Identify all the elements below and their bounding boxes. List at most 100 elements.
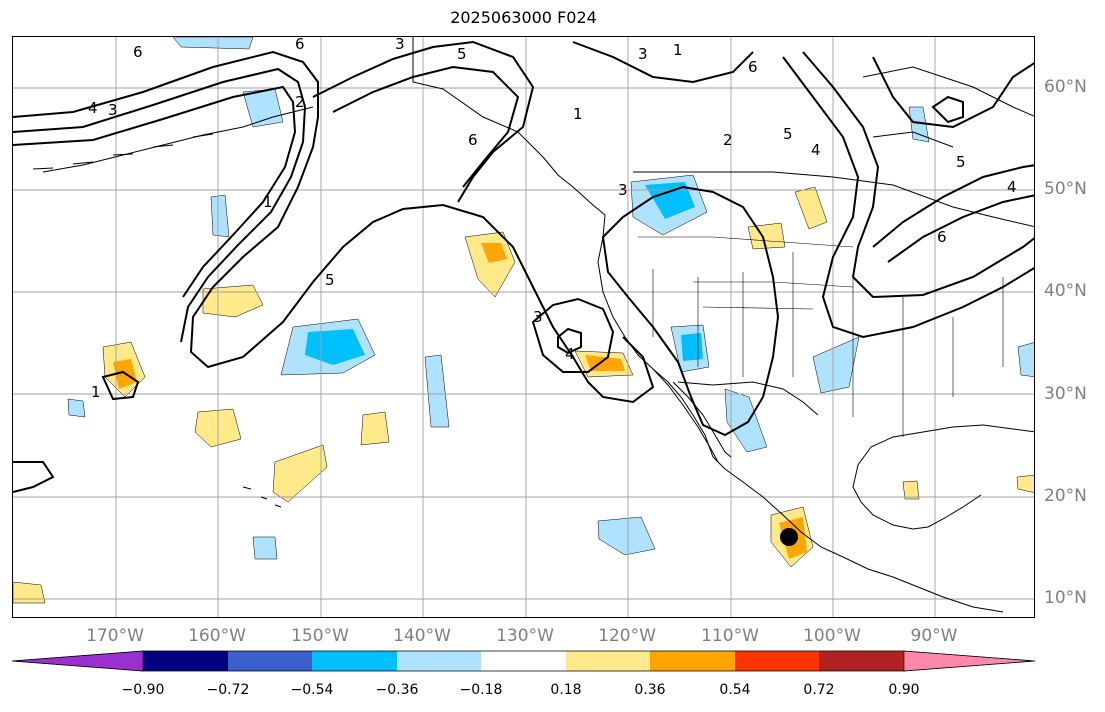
- contour-label: 3: [395, 37, 405, 53]
- aleutian-chain: [32, 133, 214, 170]
- contour-label: 5: [457, 45, 467, 63]
- colorbar-tick: 0.72: [803, 682, 835, 698]
- contour-label: 6: [133, 43, 143, 61]
- colorbar-seg-6: [566, 651, 650, 671]
- colorbar-seg-10: [903, 650, 1036, 672]
- storm-marker-icon: [780, 528, 798, 546]
- pos-region-nevada: [747, 222, 786, 250]
- west-coast-north-america: [597, 214, 726, 470]
- contour-label: 3: [108, 101, 118, 119]
- contour-eastern-canada: [872, 164, 1034, 263]
- pos-region-ne-pacific-core: [481, 243, 507, 263]
- pos-region-montana: [794, 186, 828, 230]
- lat-label-40n: 40°N: [1044, 281, 1087, 301]
- contour-trough-2: [13, 67, 307, 343]
- contour-label: 6: [748, 58, 758, 76]
- pos-region-far-west: [13, 581, 46, 604]
- contour-top-right: [872, 56, 1034, 129]
- colorbar-tick: −0.36: [375, 682, 419, 698]
- lat-label-10n: 10°N: [1044, 588, 1087, 608]
- coastlines: [32, 37, 1034, 613]
- contour-baja-low: [531, 297, 615, 373]
- colorbar-seg-0: [11, 650, 144, 672]
- neg-region-north-edge: [172, 37, 254, 50]
- lat-label-20n: 20°N: [1044, 486, 1087, 506]
- contour-label: 6: [468, 131, 478, 149]
- contour-hudson-low: [931, 95, 964, 124]
- colorbar-tick: 0.18: [550, 682, 582, 698]
- contour-label: 4: [565, 345, 575, 363]
- colorbar-seg-7: [650, 651, 735, 671]
- contour-ridge-2: [332, 65, 520, 188]
- contour-label: 1: [91, 383, 101, 401]
- contour-label-group: 6 3 5 1 3 4 6 2 6 5 4 5 4 6 1 3 1 2 3 5 …: [88, 37, 1017, 401]
- map-svg: 6 3 5 1 3 4 6 2 6 5 4 5 4 6 1 3 1 2 3 5 …: [13, 37, 1034, 617]
- pos-region-gulf: [1016, 474, 1034, 493]
- lon-label-120w: 120°W: [598, 626, 656, 646]
- neg-region-pnw-core: [645, 182, 695, 219]
- contour-label: 4: [1007, 178, 1017, 196]
- colorbar-tick: −0.54: [290, 682, 334, 698]
- contour-far-west-edge: [13, 461, 55, 493]
- contour-great-basin-low: [601, 185, 780, 437]
- lat-label-50n: 50°N: [1044, 179, 1087, 199]
- lon-label-90w: 90°W: [910, 626, 958, 646]
- colorbar-outline: [11, 650, 1036, 672]
- us-mexico-border: [677, 381, 819, 416]
- colorbar-tick: −0.90: [121, 682, 165, 698]
- neg-region-texas: [812, 336, 860, 394]
- neg-region-south-pacific: [252, 536, 278, 560]
- lon-label-100w: 100°W: [803, 626, 861, 646]
- contour-label: 2: [295, 93, 305, 111]
- lat-label-60n: 60°N: [1044, 77, 1087, 97]
- colorbar-seg-8: [735, 651, 819, 671]
- lon-label-160w: 160°W: [188, 626, 246, 646]
- contour-label: 5: [783, 125, 793, 143]
- gulf-of-mexico-coast: [852, 424, 1034, 530]
- neg-region-hudson: [908, 106, 930, 143]
- contour-label: 1: [673, 41, 683, 59]
- contour-label: 3: [533, 308, 543, 326]
- graticule: [13, 37, 1034, 617]
- contour-label: 3: [618, 181, 628, 199]
- contour-label: 5: [956, 153, 966, 171]
- colorbar-tick: −0.18: [459, 682, 503, 698]
- contour-label: 1: [263, 193, 273, 211]
- canada-border: [633, 171, 1034, 228]
- colorbar-seg-2: [228, 651, 312, 671]
- contour-north-pacific-trough: [13, 50, 655, 404]
- pos-region-yucatan: [902, 480, 920, 500]
- colorbar-seg-4: [397, 651, 481, 671]
- contour-label: 4: [811, 141, 821, 159]
- contour-top-center: [572, 41, 754, 84]
- colorbar-tick: 0.90: [888, 682, 920, 698]
- negative-anomaly-regions: [67, 37, 1034, 560]
- height-contours: [13, 40, 1034, 493]
- mexico-west-coast: [724, 468, 1004, 613]
- colorbar-seg-3: [312, 651, 397, 671]
- colorbar-tick: 0.36: [634, 682, 666, 698]
- lon-label-140w: 140°W: [393, 626, 451, 646]
- pos-region-hawaii: [272, 444, 328, 503]
- neg-region-sw-us-core: [681, 333, 703, 361]
- contour-label: 6: [295, 37, 305, 53]
- contour-label: 1: [573, 105, 583, 123]
- contour-label: 6: [937, 228, 947, 246]
- colorbar-seg-5: [481, 651, 566, 671]
- lon-label-170w: 170°W: [86, 626, 144, 646]
- contour-plains-ridge: [782, 56, 1034, 339]
- lon-label-110w: 110°W: [701, 626, 759, 646]
- contour-ridge-1: [312, 40, 535, 203]
- lon-label-130w: 130°W: [496, 626, 554, 646]
- baja-california: [652, 368, 732, 463]
- contour-plains-ridge-2: [802, 51, 1034, 299]
- contour-trough-3: [13, 85, 297, 298]
- lon-label-150w: 150°W: [291, 626, 349, 646]
- alaska-coast: [42, 37, 606, 216]
- contour-far-west-loop: [101, 370, 140, 401]
- contour-baja-low-inner: [557, 327, 582, 355]
- chart-title: 2025063000 F024: [450, 8, 597, 27]
- map-panel: 6 3 5 1 3 4 6 2 6 5 4 5 4 6 1 3 1 2 3 5 …: [12, 36, 1035, 618]
- lat-label-30n: 30°N: [1044, 384, 1087, 404]
- neg-region-far-west: [67, 398, 86, 418]
